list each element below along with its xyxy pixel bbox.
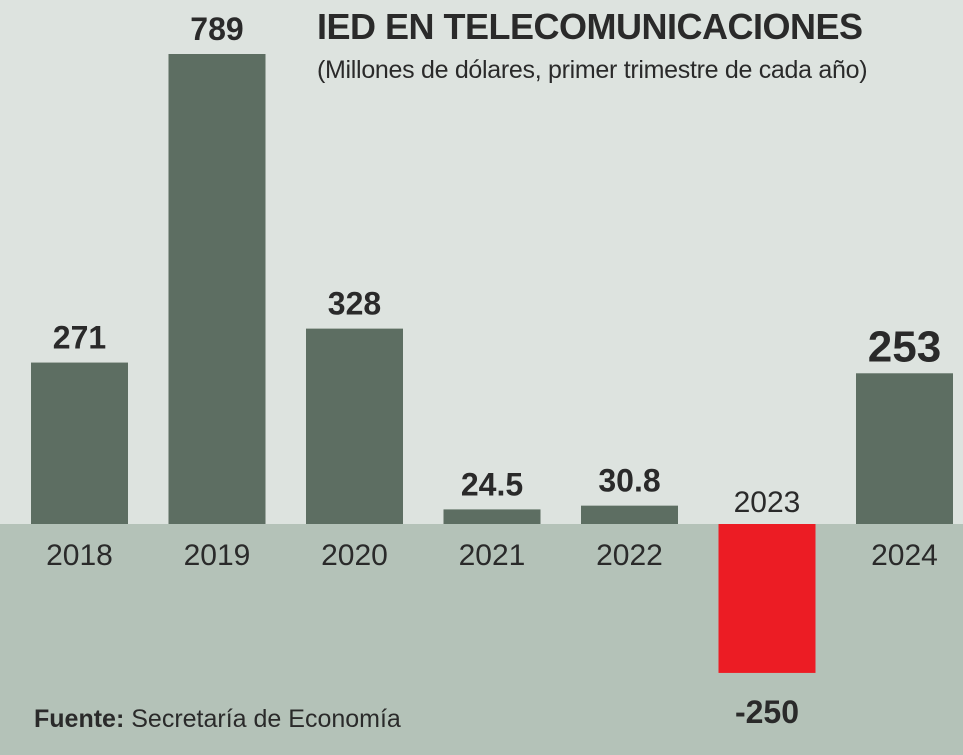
chart-subtitle: (Millones de dólares, primer trimestre d…	[317, 56, 868, 84]
x-tick-label-2023: 2023	[734, 486, 801, 519]
x-tick-label-2021: 2021	[459, 539, 526, 572]
bar-2020	[306, 328, 403, 524]
bar-2021	[443, 509, 541, 524]
data-label-2024: 253	[868, 322, 941, 371]
chart-title: IED EN TELECOMUNICACIONES	[317, 6, 863, 47]
bar-2018	[31, 362, 128, 524]
data-label-2022: 30.8	[598, 463, 660, 499]
x-tick-label-2019: 2019	[184, 539, 251, 572]
bar-2024	[856, 373, 953, 524]
x-tick-label-2024: 2024	[871, 539, 938, 572]
source-note: Fuente: Secretaría de Economía	[34, 705, 401, 734]
source-label: Fuente:	[34, 705, 125, 733]
x-tick-label-2022: 2022	[596, 539, 663, 572]
data-label-2019: 789	[190, 11, 243, 47]
bars-layer	[31, 54, 953, 673]
bar-2019	[168, 54, 266, 524]
labels-layer: 2018 271 2019 789 2020 328 2021 24.5 2022 30.8 202…	[46, 11, 941, 730]
source-text: Secretaría de Economía	[131, 705, 401, 733]
x-tick-label-2020: 2020	[321, 539, 388, 572]
bar-2023	[718, 524, 816, 673]
data-label-2023: -250	[735, 694, 799, 730]
data-label-2021: 24.5	[461, 466, 523, 502]
data-label-2020: 328	[328, 286, 381, 322]
x-tick-label-2018: 2018	[46, 539, 113, 572]
bar-2022	[581, 505, 678, 524]
chart-background-upper	[0, 0, 963, 524]
data-label-2018: 271	[53, 320, 106, 356]
